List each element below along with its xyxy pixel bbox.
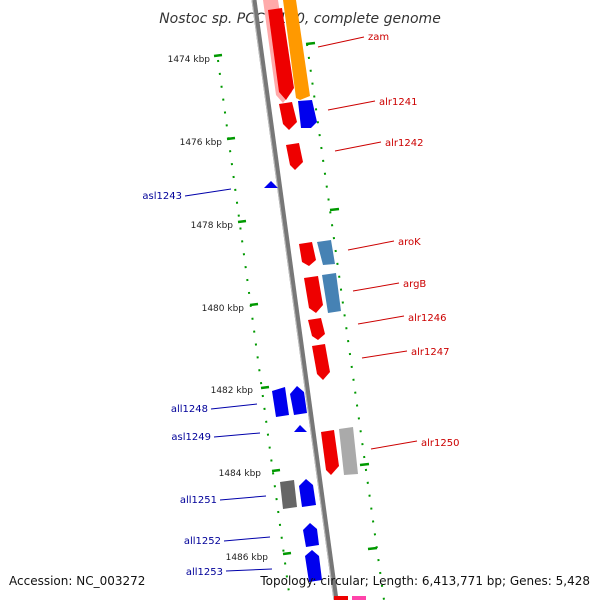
scale-tick [271, 468, 281, 473]
gene-alr1241-cog[interactable] [298, 100, 317, 128]
gene-alr1241[interactable] [279, 102, 297, 130]
gene-label-alr1242[interactable]: alr1242 [385, 138, 423, 149]
connector-all1253 [225, 568, 273, 572]
scale-tick [249, 302, 259, 307]
gene-alr1246[interactable] [308, 318, 325, 340]
scale-tick [359, 462, 370, 467]
scale-labels: 1474 kbp 1476 kbp 1478 kbp 1480 kbp 1482… [168, 55, 269, 563]
connector-alr1250 [370, 440, 418, 450]
gene-label-argB[interactable]: argB [403, 279, 426, 290]
left-gene-labels: asl1243 all1248 asl1249 all1251 all1252 … [142, 191, 223, 578]
kbp-label: 1476 kbp [180, 138, 223, 148]
gene-label-all1251[interactable]: all1251 [180, 495, 217, 506]
connector-alr1241 [327, 100, 376, 111]
forward-genes [263, 0, 366, 600]
gene-all1253[interactable] [305, 550, 322, 582]
map-title: Nostoc sp. PCC 7120, complete genome [159, 11, 441, 27]
gene-label-alr1241[interactable]: alr1241 [379, 97, 417, 108]
scale-tick [226, 136, 236, 141]
scale-tick [282, 551, 292, 556]
gene-label-asl1243[interactable]: asl1243 [142, 191, 182, 202]
genome-backbone [251, 0, 339, 600]
gene-alr1250[interactable] [321, 430, 339, 475]
connector-all1248 [210, 403, 258, 410]
scale-tick [213, 53, 223, 58]
backbone-highlight [251, 0, 335, 600]
right-gene-labels: zam alr1241 alr1242 aroK argB alr1246 al… [368, 32, 459, 449]
gene-label-asl1249[interactable]: asl1249 [171, 432, 211, 443]
gene-asl1249[interactable] [294, 425, 307, 432]
topology-text: Topology: circular; Length: 6,413,771 bp… [259, 574, 590, 588]
connector-alr1246 [357, 315, 405, 325]
right-connectors [317, 36, 418, 450]
kbp-label: 1478 kbp [191, 221, 234, 231]
gene-label-alr1247[interactable]: alr1247 [411, 347, 449, 358]
gene-label-all1253[interactable]: all1253 [186, 567, 223, 578]
connector-alr1247 [361, 350, 408, 359]
gene-aroK-cog[interactable] [317, 240, 335, 265]
gene-argB-cog[interactable] [322, 273, 341, 313]
scale-tick [367, 546, 378, 551]
kbp-label: 1474 kbp [168, 55, 211, 65]
gene-all1248-cog[interactable] [272, 387, 289, 417]
scale-tick [260, 385, 270, 390]
gene-partial-bottom[interactable] [334, 596, 348, 600]
gene-argB[interactable] [304, 276, 323, 313]
scale-tick [329, 207, 340, 212]
gene-label-zam[interactable]: zam [368, 32, 389, 43]
gene-all1251[interactable] [299, 479, 316, 507]
reverse-genes [264, 181, 322, 582]
gene-all1251-cog[interactable] [280, 480, 297, 509]
gene-zam-cog-orange[interactable] [283, 0, 310, 100]
connector-all1252 [223, 536, 271, 542]
gene-alr1242[interactable] [286, 143, 303, 170]
gene-label-alr1246[interactable]: alr1246 [408, 313, 446, 324]
connector-alr1242 [334, 141, 382, 152]
connector-asl1249 [213, 432, 261, 438]
scale-ruler [213, 41, 385, 600]
connector-all1251 [219, 495, 267, 501]
gene-aroK[interactable] [299, 242, 316, 266]
kbp-label: 1480 kbp [202, 304, 245, 314]
backbone-line [251, 0, 339, 600]
gene-label-all1248[interactable]: all1248 [171, 404, 208, 415]
gene-all1252[interactable] [303, 523, 319, 547]
connector-zam [317, 36, 365, 48]
kbp-label: 1486 kbp [226, 553, 269, 563]
gene-label-all1252[interactable]: all1252 [184, 536, 221, 547]
gene-partial-bottom-cog[interactable] [352, 596, 366, 600]
connector-aroK [347, 240, 395, 251]
scale-tick [237, 219, 247, 224]
connector-asl1243 [184, 188, 232, 197]
inner-ruler-left [217, 59, 291, 600]
kbp-label: 1484 kbp [219, 469, 262, 479]
gene-alr1247[interactable] [312, 344, 330, 380]
accession-text: Accession: NC_003272 [9, 574, 145, 588]
left-connectors [184, 188, 273, 572]
kbp-label: 1482 kbp [211, 386, 254, 396]
connector-argB [352, 282, 400, 292]
gene-zam[interactable] [268, 8, 294, 100]
gene-all1248[interactable] [290, 386, 307, 415]
scale-tick [305, 41, 316, 46]
gene-label-aroK[interactable]: aroK [398, 237, 421, 248]
gene-label-alr1250[interactable]: alr1250 [421, 438, 459, 449]
gene-alr1250-cog[interactable] [339, 427, 358, 475]
gene-asl1243[interactable] [264, 181, 278, 188]
